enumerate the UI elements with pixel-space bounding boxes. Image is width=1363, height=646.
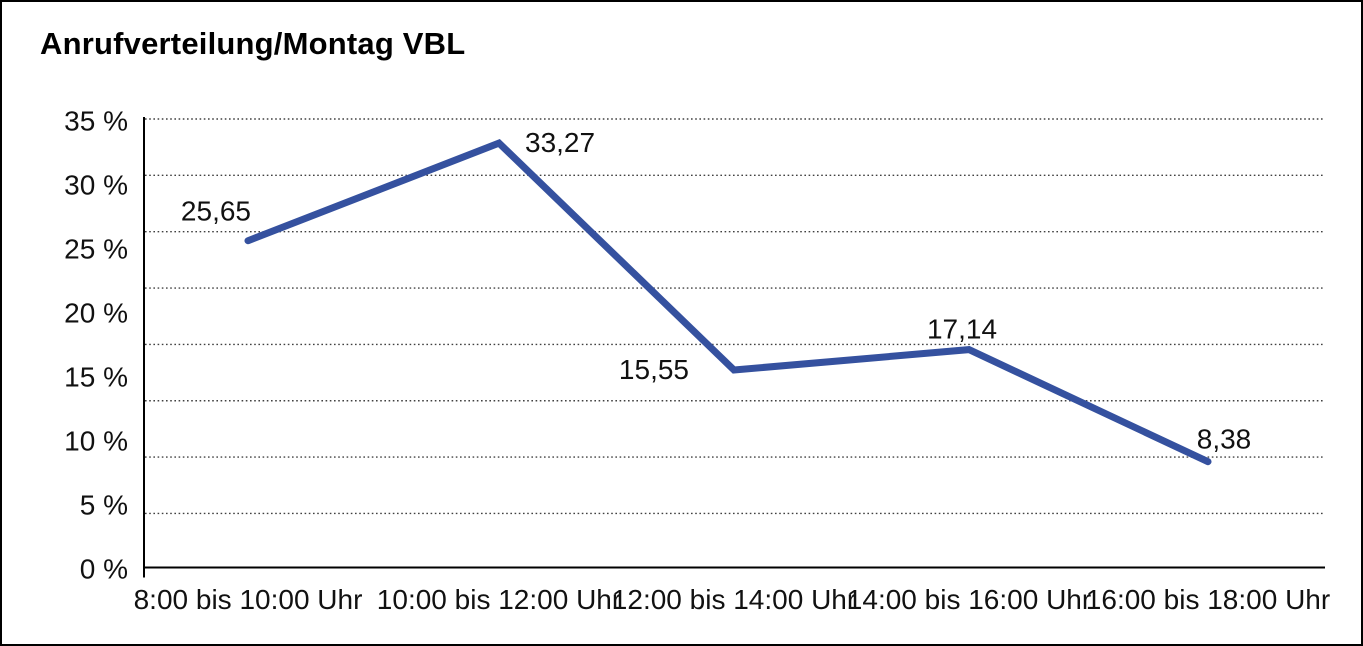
x-tick-label: 8:00 bis 10:00 Uhr [134,584,363,615]
y-tick-label: 10 % [64,426,128,457]
y-tick-label: 20 % [64,298,128,329]
data-line [244,139,1212,466]
y-tick-label: 30 % [64,170,128,201]
x-tick-label: 10:00 bis 12:00 Uhr [377,584,621,615]
y-tick-label: 25 % [64,234,128,265]
chart-title: Anrufverteilung/Montag VBL [40,26,466,61]
value-label: 15,55 [619,354,689,385]
y-tick-label: 35 % [64,106,128,137]
value-label: 25,65 [181,196,251,227]
y-tick-label: 5 % [80,490,128,521]
x-tick-label: 12:00 bis 14:00 Uhr [612,584,856,615]
y-tick-label: 0 % [80,554,128,585]
y-tick-label: 15 % [64,362,128,393]
value-label: 8,38 [1197,424,1252,455]
x-tick-label: 16:00 bis 18:00 Uhr [1086,584,1330,615]
value-label: 17,14 [927,314,997,345]
x-tick-label: 14:00 bis 16:00 Uhr [847,584,1091,615]
value-label: 33,27 [525,127,595,158]
